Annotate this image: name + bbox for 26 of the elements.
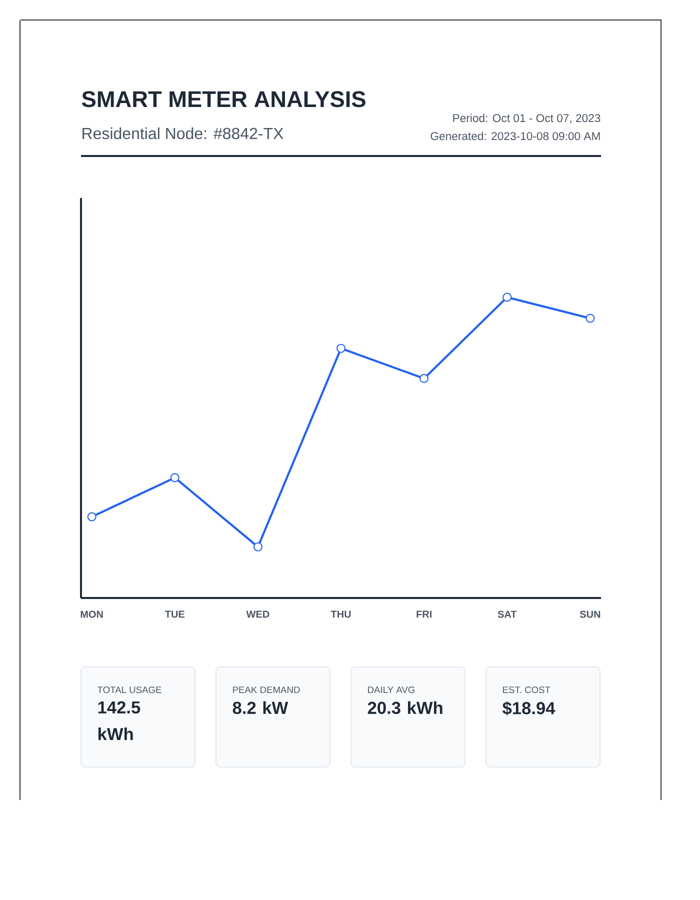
text: $18.94	[502, 701, 556, 716]
point	[586, 314, 595, 323]
text: Generated: 2023-10-08 09:00 AM	[430, 132, 600, 140]
point	[170, 473, 180, 482]
x-tick-label: FRI	[416, 610, 432, 618]
text: TOTAL USAGE	[97, 686, 162, 694]
point	[420, 374, 429, 383]
point	[253, 542, 262, 552]
text: 20.3 kWh	[368, 701, 442, 714]
text: DAILY AVG	[368, 686, 414, 694]
text: EST. COST	[503, 686, 550, 694]
text: PEAK DEMAND	[233, 686, 300, 694]
x-tick-label: TUE	[164, 610, 184, 618]
x-tick-label: THU	[330, 610, 351, 618]
chart-subtitle: Residential Node: #8842-TX	[82, 127, 284, 140]
text: 8.2 kW	[232, 701, 288, 714]
x-tick-label: SAT	[498, 610, 517, 618]
x-tick-label: MON	[80, 610, 103, 618]
text: Period: Oct 01 - Oct 07, 2023	[453, 114, 600, 124]
chart-title: SMART METER ANALYSIS	[82, 91, 366, 108]
x-tick-label: WED	[246, 610, 270, 618]
point	[336, 344, 346, 353]
point	[502, 292, 512, 302]
text: 142.5 kWh	[98, 701, 140, 740]
point	[87, 512, 96, 522]
x-tick-label: SUN	[580, 610, 600, 618]
